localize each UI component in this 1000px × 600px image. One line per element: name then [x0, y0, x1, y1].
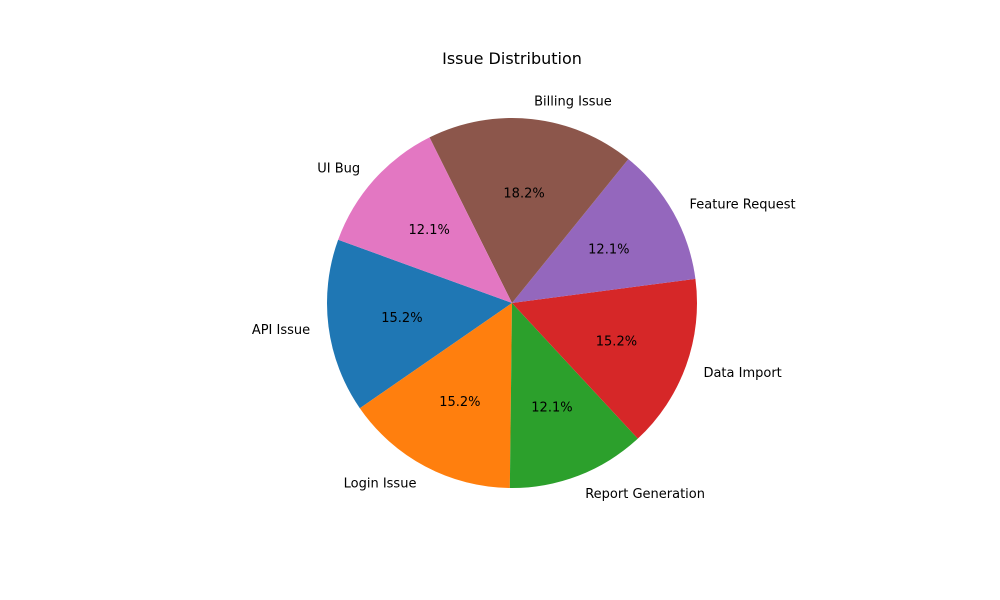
- pie-category-label-login-issue: Login Issue: [344, 477, 417, 492]
- pie-percent-label-api-issue: 15.2%: [381, 311, 422, 326]
- pie-slice-data-import: [512, 278, 697, 439]
- pie-category-label-api-issue: API Issue: [252, 323, 310, 338]
- pie-category-label-report-generation: Report Generation: [585, 487, 705, 502]
- pie-percent-label-report-generation: 12.1%: [531, 401, 572, 416]
- pie-percent-label-billing-issue: 18.2%: [503, 187, 544, 202]
- pie-slice-login-issue: [359, 303, 512, 488]
- pie-slice-report-generation: [509, 303, 638, 488]
- pie-slice-api-issue: [326, 239, 512, 409]
- pie-category-label-data-import: Data Import: [703, 366, 781, 381]
- pie-category-label-feature-request: Feature Request: [690, 198, 796, 213]
- pie-labels: 15.2% API Issue 15.2% Login Issue 12.1% Repor…: [252, 95, 796, 502]
- pie-slice-ui-bug: [338, 137, 512, 303]
- pie-category-label-billing-issue: Billing Issue: [534, 95, 612, 110]
- pie-slices: [326, 117, 697, 488]
- pie-category-label-ui-bug: UI Bug: [317, 161, 360, 176]
- pie-percent-label-login-issue: 15.2%: [439, 395, 480, 410]
- pie-slice-billing-issue: [429, 117, 629, 303]
- pie-percent-label-ui-bug: 12.1%: [409, 223, 450, 238]
- pie-percent-label-data-import: 15.2%: [596, 335, 637, 350]
- pie-slice-feature-request: [512, 159, 696, 303]
- chart-title: Issue Distribution: [442, 49, 582, 68]
- pie-percent-label-feature-request: 12.1%: [588, 243, 629, 258]
